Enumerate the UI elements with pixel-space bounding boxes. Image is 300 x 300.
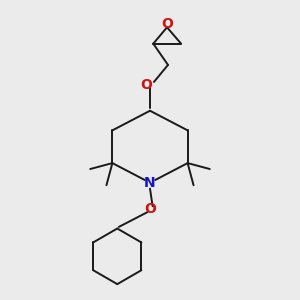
Text: O: O [144, 202, 156, 216]
Text: O: O [162, 17, 174, 31]
Text: O: O [140, 78, 152, 92]
Text: N: N [144, 176, 156, 190]
